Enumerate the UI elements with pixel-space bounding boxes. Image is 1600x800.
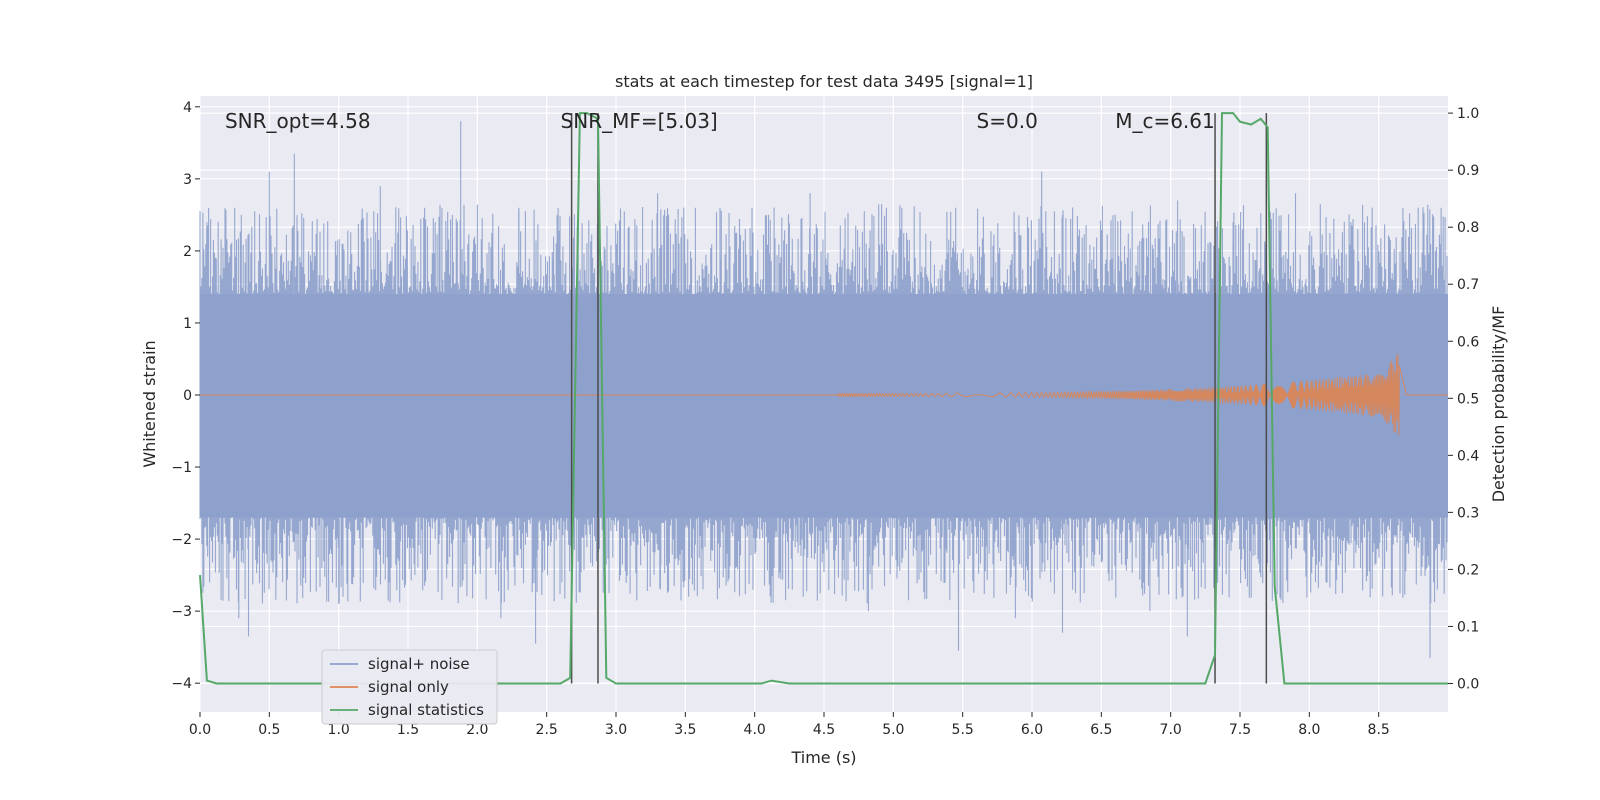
x-tick-label: 5.0 bbox=[882, 722, 904, 738]
y-tick-label: −1 bbox=[171, 460, 192, 476]
annotation-1: SNR_opt=4.58 bbox=[225, 109, 371, 133]
y-tick-label-right: 0.5 bbox=[1457, 391, 1479, 407]
x-tick-label: 6.0 bbox=[1021, 722, 1043, 738]
y-tick-label-right: 0.6 bbox=[1457, 334, 1479, 350]
x-tick-label: 0.0 bbox=[189, 722, 211, 738]
y-tick-label-right: 0.4 bbox=[1457, 448, 1479, 464]
y-axis-label-right: Detection probability/MF bbox=[1489, 306, 1508, 503]
y-tick-label-right: 1.0 bbox=[1457, 106, 1479, 122]
y-axis-label: Whitened strain bbox=[140, 340, 159, 467]
legend: signal+ noise signal only signal statistic… bbox=[321, 649, 498, 725]
y-tick-label-right: 0.8 bbox=[1457, 220, 1479, 236]
y-tick-label-right: 0.3 bbox=[1457, 505, 1479, 521]
x-tick-label: 0.5 bbox=[258, 722, 280, 738]
legend-label: signal only bbox=[368, 678, 449, 696]
x-tick-label: 4.5 bbox=[813, 722, 835, 738]
stats-line bbox=[199, 112, 1448, 685]
y-tick-label: −2 bbox=[171, 532, 192, 548]
y-tick-label-right: 0.1 bbox=[1457, 619, 1479, 635]
x-tick-label: 1.0 bbox=[328, 722, 350, 738]
x-tick-label: 4.0 bbox=[744, 722, 766, 738]
x-tick-label: 7.5 bbox=[1229, 722, 1251, 738]
annotations: SNR_opt=4.58 SNR_MF=[5.03] S=0.0 M_c=6.61 bbox=[225, 109, 1215, 133]
annotation-4: M_c=6.61 bbox=[1115, 109, 1215, 133]
y-tick-label-right: 0.0 bbox=[1457, 676, 1479, 692]
signal-trace bbox=[200, 353, 1448, 436]
x-tick-label: 1.5 bbox=[397, 722, 419, 738]
x-axis-label: Time (s) bbox=[790, 748, 856, 767]
y-tick-label-right: 0.7 bbox=[1457, 277, 1479, 293]
x-tick-label: 5.5 bbox=[952, 722, 974, 738]
y-tick-label: 1 bbox=[183, 316, 192, 332]
y-tick-label: −3 bbox=[171, 604, 192, 620]
axes: 0.0 0.5 1.0 1.5 2.0 2.5 3.0 3.5 4.0 4.5 5.0 5.5 6.0 6… bbox=[171, 100, 1479, 738]
x-tick-label: 3.0 bbox=[605, 722, 627, 738]
y-tick-label-right: 0.9 bbox=[1457, 163, 1479, 179]
y-tick-label: 3 bbox=[183, 172, 192, 188]
x-tick-label: 7.0 bbox=[1160, 722, 1182, 738]
annotation-2: SNR_MF=[5.03] bbox=[561, 109, 718, 133]
x-tick-label: 2.5 bbox=[536, 722, 558, 738]
x-tick-label: 8.5 bbox=[1368, 722, 1390, 738]
signal-series bbox=[200, 353, 1448, 436]
x-tick-label: 8.0 bbox=[1298, 722, 1320, 738]
y-tick-label: 4 bbox=[183, 100, 192, 116]
y-tick-label: −4 bbox=[171, 676, 192, 692]
chart-title: stats at each timestep for test data 349… bbox=[615, 72, 1033, 91]
x-tick-label: 2.0 bbox=[466, 722, 488, 738]
noise-series bbox=[199, 121, 1448, 658]
legend-box bbox=[321, 649, 498, 725]
y-tick-label: 0 bbox=[183, 388, 192, 404]
legend-label: signal statistics bbox=[368, 701, 484, 719]
x-tick-label: 3.5 bbox=[674, 722, 696, 738]
x-tick-label: 6.5 bbox=[1090, 722, 1112, 738]
legend-label: signal+ noise bbox=[368, 655, 470, 673]
annotation-3: S=0.0 bbox=[977, 109, 1038, 133]
stats-series bbox=[199, 112, 1448, 685]
y-tick-label: 2 bbox=[183, 244, 192, 260]
y-tick-label-right: 0.2 bbox=[1457, 562, 1479, 578]
